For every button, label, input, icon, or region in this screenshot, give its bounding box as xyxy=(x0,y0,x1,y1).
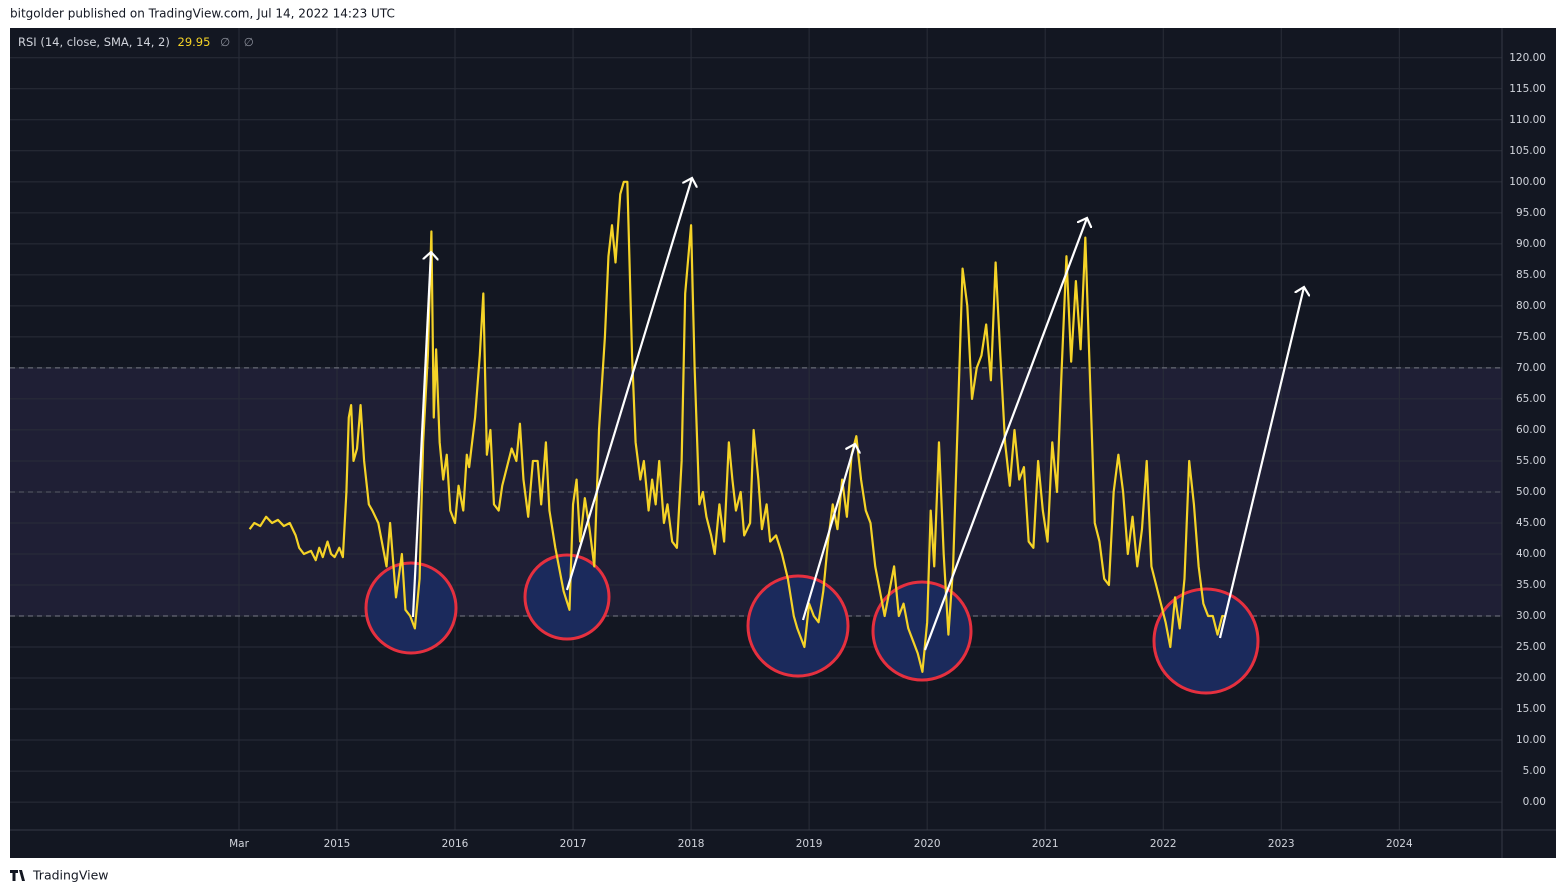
y-tick-label: 55.00 xyxy=(1516,455,1546,467)
x-tick-label: 2019 xyxy=(796,838,823,850)
arrow xyxy=(411,252,431,618)
y-tick-label: 0.00 xyxy=(1523,796,1546,808)
arrows xyxy=(411,178,1304,651)
x-tick-label: 2017 xyxy=(560,838,587,850)
y-tick-label: 50.00 xyxy=(1516,486,1546,498)
panel xyxy=(10,28,1556,858)
y-tick-label: 85.00 xyxy=(1516,269,1546,281)
x-tick-label: 2024 xyxy=(1386,838,1413,850)
x-tick-label: 2021 xyxy=(1032,838,1059,850)
x-tick-label: Mar xyxy=(229,838,249,850)
y-tick-label: 90.00 xyxy=(1516,238,1546,250)
y-tick-label: 5.00 xyxy=(1523,765,1546,777)
x-tick-label: 2015 xyxy=(324,838,351,850)
y-tick-label: 45.00 xyxy=(1516,517,1546,529)
x-tick-label: 2022 xyxy=(1150,838,1177,850)
legend-icon: ∅ xyxy=(244,35,254,49)
legend-name: RSI (14, close, SMA, 14, 2) xyxy=(18,35,170,49)
arrow xyxy=(923,218,1087,651)
y-tick-label: 35.00 xyxy=(1516,579,1546,591)
y-tick-label: 30.00 xyxy=(1516,610,1546,622)
x-tick-label: 2020 xyxy=(914,838,941,850)
header: bitgolder published on TradingView.com, … xyxy=(10,7,395,21)
highlight-circle xyxy=(523,553,611,641)
legend: RSI (14, close, SMA, 14, 2) 29.95 ∅ ∅ xyxy=(18,35,254,49)
plot xyxy=(248,180,1226,673)
highlight-circle xyxy=(746,574,850,678)
y-tick-label: 75.00 xyxy=(1516,331,1546,343)
y-tick-label: 100.00 xyxy=(1509,176,1546,188)
y-tick-label: 15.00 xyxy=(1516,703,1546,715)
legend-icon: ∅ xyxy=(220,35,230,49)
arrow xyxy=(1218,287,1304,639)
y-tick-label: 70.00 xyxy=(1516,362,1546,374)
y-tick-label: 40.00 xyxy=(1516,548,1546,560)
legend-value: 29.95 xyxy=(178,35,211,49)
y-tick-label: 105.00 xyxy=(1509,145,1546,157)
y-tick-label: 80.00 xyxy=(1516,300,1546,312)
highlight-circle xyxy=(364,561,458,655)
x-tick-label: 2018 xyxy=(678,838,705,850)
x-tick-label: 2016 xyxy=(442,838,469,850)
y-tick-label: 65.00 xyxy=(1516,393,1546,405)
arrow xyxy=(565,178,692,591)
y-tick-label: 10.00 xyxy=(1516,734,1546,746)
y-tick-label: 20.00 xyxy=(1516,672,1546,684)
y-tick-label: 25.00 xyxy=(1516,641,1546,653)
y-tick-label: 60.00 xyxy=(1516,424,1546,436)
y-tick-label: 95.00 xyxy=(1516,207,1546,219)
rsi-line xyxy=(248,180,1226,673)
x-tick-label: 2023 xyxy=(1268,838,1295,850)
y-tick-label: 110.00 xyxy=(1509,114,1546,126)
arrow xyxy=(801,444,855,621)
y-tick-label: 120.00 xyxy=(1509,52,1546,64)
y-tick-label: 115.00 xyxy=(1509,83,1546,95)
footer: TradingView xyxy=(32,868,109,883)
footer-logo xyxy=(10,870,25,881)
